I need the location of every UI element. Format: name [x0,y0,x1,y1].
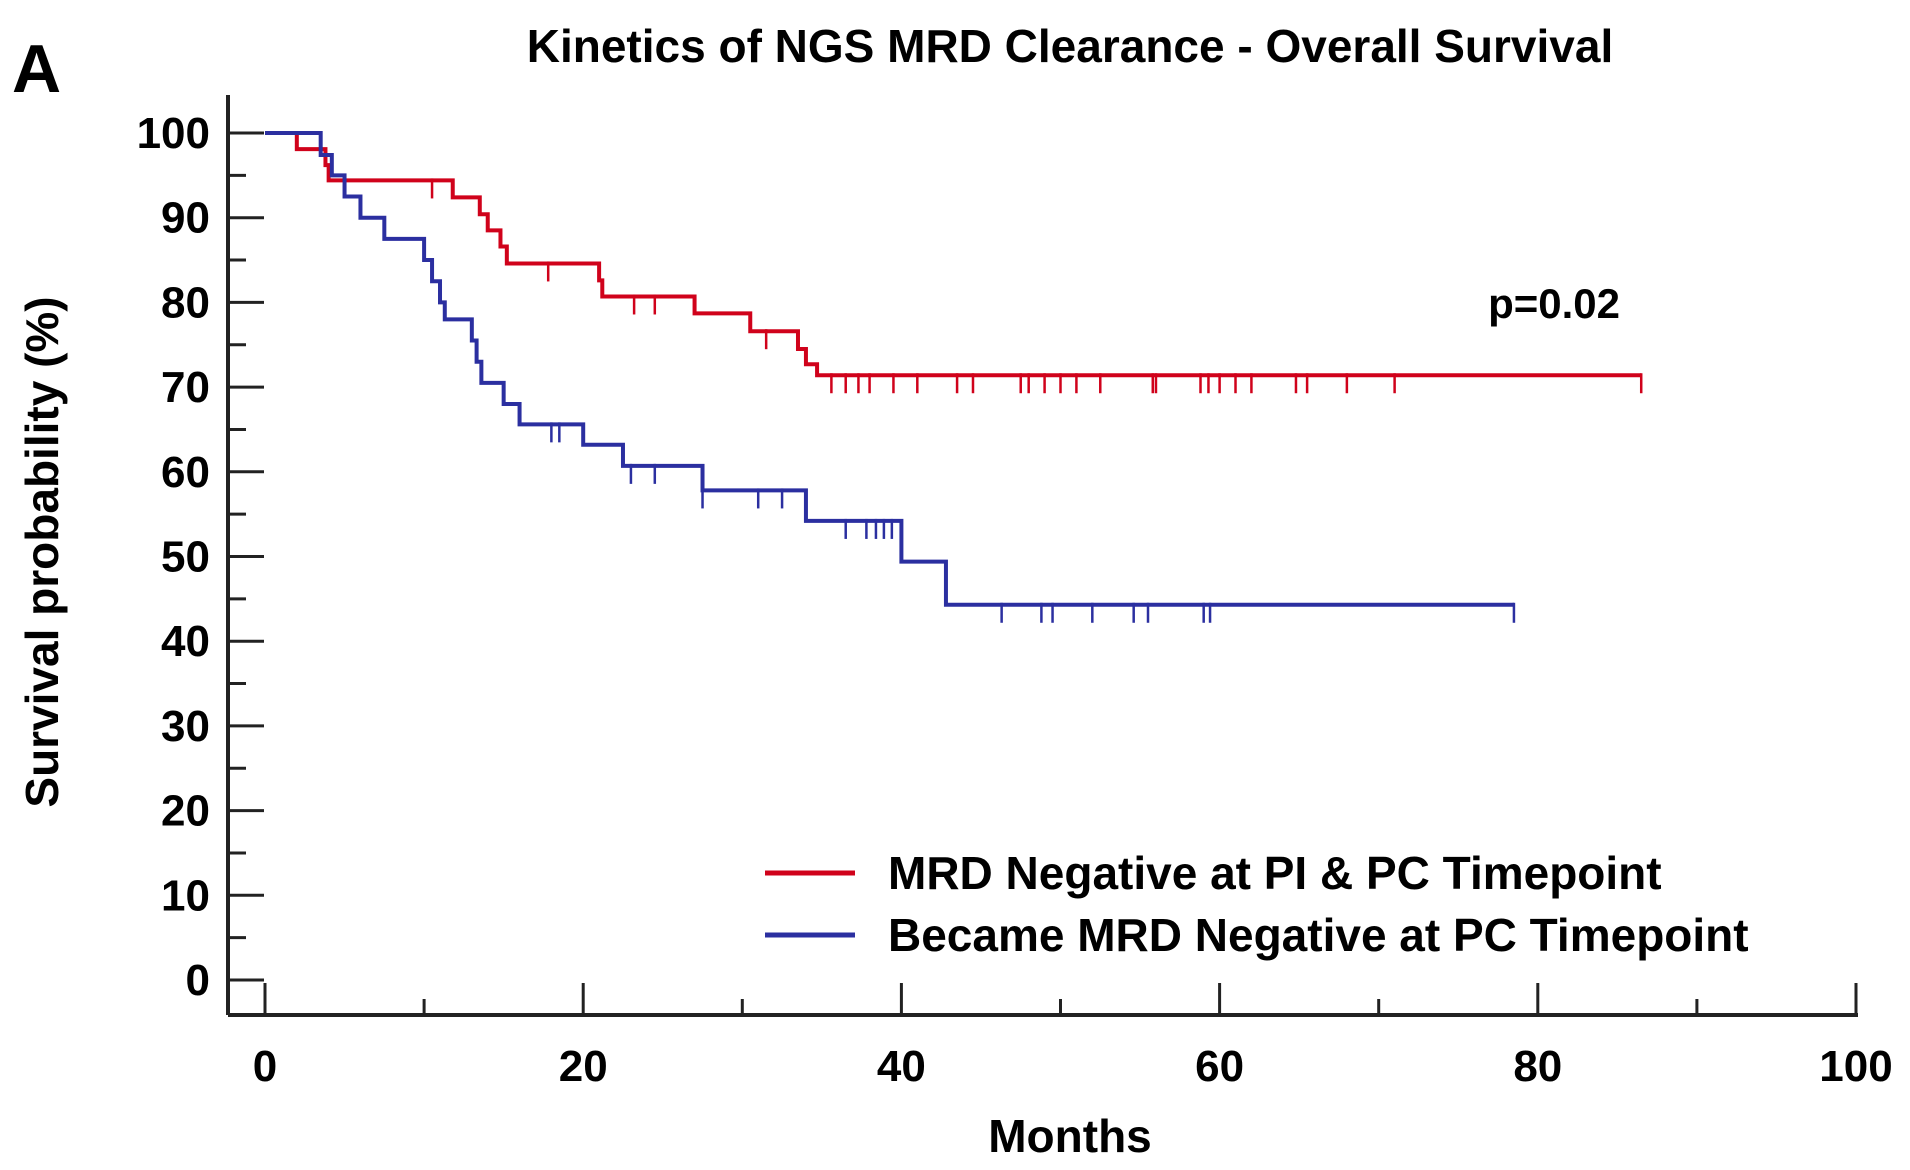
x-tick-label: 80 [1513,1042,1562,1091]
y-tick-label: 60 [161,448,210,497]
series-1-curve [265,131,1642,378]
x-tick-label: 20 [559,1042,608,1091]
y-axis: 0 10 20 30 40 50 60 70 80 90 100 [137,95,264,1015]
y-tick-label: 10 [161,871,210,920]
panel-label: A [12,31,61,107]
y-tick-label: 90 [161,194,210,243]
p-value-annotation: p=0.02 [1488,280,1620,327]
x-tick-label: 0 [253,1042,277,1091]
series-layer [265,131,1643,623]
y-tick-label: 50 [161,533,210,582]
y-tick-label: 100 [137,109,210,158]
legend: MRD Negative at PI & PC Timepoint Became … [765,847,1749,961]
x-tick-label: 100 [1819,1042,1892,1091]
y-tick-label: 70 [161,363,210,412]
x-tick-label: 40 [877,1042,926,1091]
legend-label: MRD Negative at PI & PC Timepoint [888,847,1662,899]
y-tick-label: 20 [161,787,210,836]
y-tick-label: 30 [161,702,210,751]
y-axis-label: Survival probability (%) [16,296,68,807]
chart-title: Kinetics of NGS MRD Clearance - Overall … [527,20,1613,72]
y-tick-label: 40 [161,617,210,666]
y-tick-label: 0 [186,956,210,1005]
x-axis: 0 20 40 60 80 100 [228,983,1893,1091]
series-2-curve [265,131,1514,607]
x-axis-label: Months [988,1110,1152,1162]
legend-label: Became MRD Negative at PC Timepoint [888,909,1749,961]
x-tick-label: 60 [1195,1042,1244,1091]
y-tick-label: 80 [161,278,210,327]
